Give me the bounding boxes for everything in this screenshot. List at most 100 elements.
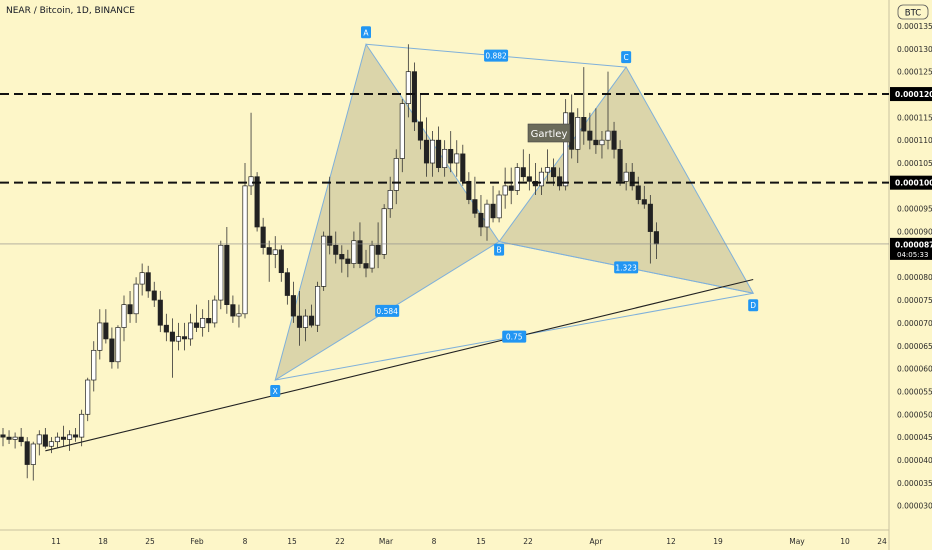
candle-body bbox=[357, 240, 363, 264]
candle-body bbox=[369, 244, 375, 269]
candle-body bbox=[115, 327, 121, 363]
candle-body bbox=[599, 139, 605, 146]
candle-body bbox=[550, 167, 557, 178]
candle bbox=[599, 131, 605, 159]
candle-body bbox=[587, 130, 593, 141]
candle bbox=[399, 99, 405, 173]
current-price-tag-bg bbox=[890, 237, 932, 260]
time-tick-label: 8 bbox=[243, 537, 248, 546]
candle-body bbox=[188, 322, 194, 340]
ratio-label-bcd: 1.323 bbox=[614, 261, 639, 274]
price-axis[interactable]: 0.00013500.00013000.00012500.00012000.00… bbox=[890, 22, 932, 511]
candle-body bbox=[423, 139, 430, 164]
candle-body bbox=[520, 167, 526, 178]
candle-body bbox=[460, 153, 466, 182]
candle bbox=[24, 437, 30, 479]
candle bbox=[635, 176, 641, 205]
candle bbox=[333, 231, 339, 264]
candle bbox=[623, 163, 629, 191]
candle bbox=[617, 140, 623, 186]
candle-body bbox=[430, 139, 436, 164]
candle-body bbox=[496, 194, 502, 219]
candle bbox=[647, 195, 653, 264]
candle-body bbox=[212, 299, 218, 324]
candle-body bbox=[85, 379, 91, 415]
candles-group bbox=[0, 44, 659, 481]
support-trendline[interactable] bbox=[45, 278, 754, 452]
candle bbox=[550, 158, 557, 186]
candle bbox=[79, 409, 85, 447]
candle bbox=[30, 441, 36, 481]
candle bbox=[103, 309, 109, 344]
candle bbox=[581, 67, 587, 145]
candle-body bbox=[200, 318, 206, 328]
pattern-name-label: Gartley bbox=[527, 123, 571, 143]
candle bbox=[151, 281, 157, 307]
candle bbox=[296, 290, 303, 346]
svg-text:B: B bbox=[497, 246, 502, 255]
time-tick-label: 10 bbox=[840, 537, 850, 546]
point-label-d: D bbox=[748, 299, 759, 312]
candle-body bbox=[109, 338, 115, 363]
candle-body bbox=[24, 441, 30, 465]
candle bbox=[544, 149, 551, 182]
time-axis[interactable]: 11 18 25 Feb 8 15 22 Mar 8 15 22 Apr 12 19 May 10 24 bbox=[51, 537, 887, 546]
candle bbox=[490, 185, 496, 223]
hline-upper-price-tag: 0.0001201 bbox=[895, 90, 932, 99]
svg-text:0.75: 0.75 bbox=[506, 333, 523, 342]
candle-body bbox=[557, 176, 563, 187]
horizontal-lines[interactable] bbox=[0, 93, 889, 245]
candle-body bbox=[581, 117, 587, 132]
time-tick-label: 18 bbox=[98, 537, 108, 546]
candle bbox=[121, 295, 127, 342]
candle-body bbox=[175, 336, 182, 342]
svg-text:X: X bbox=[273, 387, 278, 396]
candle-body bbox=[653, 231, 659, 245]
candle bbox=[206, 300, 212, 333]
candle-body bbox=[472, 199, 478, 214]
candle-body bbox=[448, 148, 454, 164]
currency-badge[interactable]: BTC bbox=[897, 4, 929, 20]
candle bbox=[345, 249, 351, 278]
candle-body bbox=[327, 235, 333, 246]
time-tick-label: 11 bbox=[51, 537, 61, 546]
candle bbox=[393, 149, 399, 205]
candle bbox=[593, 108, 599, 154]
candle-body bbox=[399, 103, 405, 159]
time-tick-label: May bbox=[789, 537, 805, 546]
candle-body bbox=[206, 318, 212, 324]
candle-body bbox=[375, 244, 381, 255]
candle-body bbox=[36, 434, 42, 445]
candle-body bbox=[48, 441, 54, 447]
candle bbox=[423, 117, 430, 177]
candle bbox=[309, 304, 315, 328]
candle-body bbox=[163, 324, 169, 333]
candle-body bbox=[411, 71, 417, 123]
candle bbox=[502, 167, 508, 209]
candle-body bbox=[478, 212, 484, 228]
candle bbox=[417, 94, 424, 150]
candle-body bbox=[133, 283, 139, 315]
time-tick-label: 8 bbox=[432, 537, 437, 546]
svg-text:D: D bbox=[750, 301, 756, 310]
candle-body bbox=[526, 176, 532, 182]
ratio-label-abc: 0.882 bbox=[484, 49, 509, 62]
hline-lower-price-tag: 0.0001007 bbox=[895, 179, 932, 188]
time-tick-label: 22 bbox=[335, 537, 345, 546]
candle bbox=[629, 163, 635, 191]
candle-body bbox=[242, 185, 248, 315]
candle-body bbox=[405, 71, 411, 104]
candle-body bbox=[302, 315, 309, 328]
candle-body bbox=[60, 436, 67, 440]
candle bbox=[54, 432, 61, 449]
candle-body bbox=[145, 272, 151, 292]
trendline-group[interactable] bbox=[45, 278, 754, 452]
candle bbox=[375, 222, 381, 269]
candle bbox=[212, 295, 218, 328]
